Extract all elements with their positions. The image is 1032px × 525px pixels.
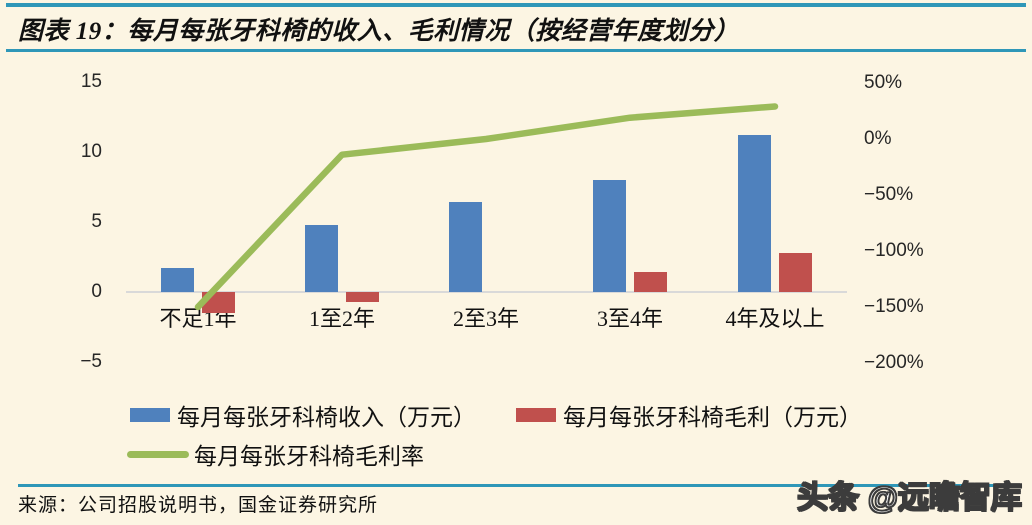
profit-bar [779,252,812,292]
legend-item-profit: 每月每张牙科椅毛利（万元） [516,398,862,432]
profit-bar [634,272,667,292]
left-axis-tick: 5 [91,211,102,232]
legend-label-revenue: 每月每张牙科椅收入（万元） [177,405,476,430]
top-rule [6,3,1026,7]
profit-bar [346,292,379,302]
legend-item-margin: 每月每张牙科椅毛利率 [127,437,424,471]
legend-label-profit: 每月每张牙科椅毛利（万元） [563,405,862,430]
revenue-bar [305,224,338,292]
right-axis-tick: −200% [864,352,924,373]
left-axis-tick: −5 [80,351,102,372]
right-axis-tick: 0% [864,128,892,149]
revenue-bar [593,180,626,292]
left-axis-tick: 10 [80,141,102,162]
revenue-bar [161,268,194,292]
left-axis-tick: 0 [91,281,102,302]
revenue-bar [738,135,771,292]
revenue-bar-swatch-icon [130,408,170,422]
x-axis-category-label: 1至2年 [308,306,376,331]
right-axis-tick: −150% [864,296,924,317]
watermark: 头条 @远瞻智库 [796,479,1022,516]
x-axis-category-label: 2至3年 [452,306,520,331]
x-axis-baseline [126,291,847,293]
legend-item-revenue: 每月每张牙科椅收入（万元） [130,398,476,432]
left-axis-tick: 15 [80,71,102,92]
right-axis-tick: −50% [864,184,914,205]
profit-bar-swatch-icon [516,408,556,422]
x-axis-category-label: 4年及以上 [725,306,825,331]
margin-line-swatch-icon [127,450,189,458]
source-note: 来源：公司招股说明书，国金证券研究所 [18,495,379,516]
right-axis-tick: −100% [864,240,924,261]
margin-line-path [194,103,779,311]
footer-rule [18,484,1016,487]
x-axis-category-label: 3至4年 [596,306,664,331]
revenue-bar [449,202,482,292]
right-axis-tick: 50% [864,72,903,93]
chart-title: 图表 19：每月每张牙科椅的收入、毛利情况（按经营年度划分） [18,18,740,45]
legend-label-margin: 每月每张牙科椅毛利率 [194,444,424,469]
title-underline-rule [6,49,1026,52]
